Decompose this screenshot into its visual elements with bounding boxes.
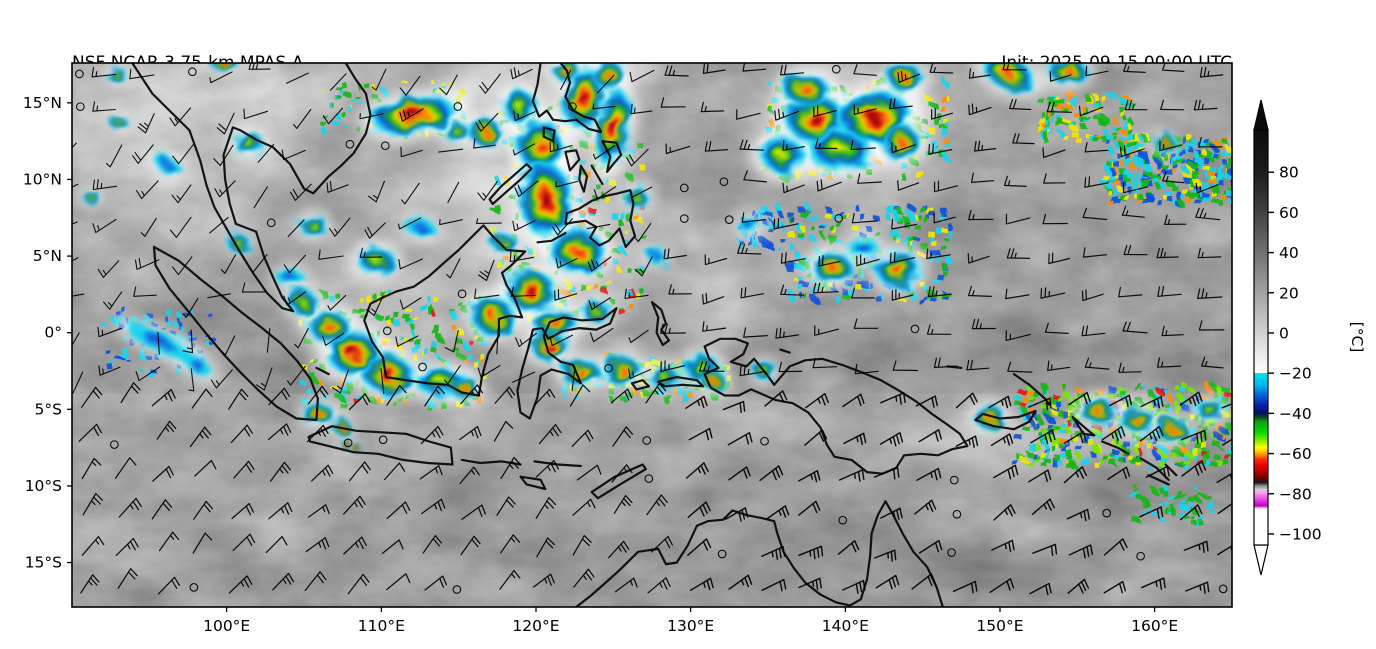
low-cloud-streaks: [72, 393, 1232, 607]
x-tick-label: 150°E: [976, 617, 1023, 635]
colorbar-arrow-bottom: [1253, 544, 1269, 576]
colorbar-tick-label: 80: [1279, 164, 1299, 182]
colorbar-tick-label: −60: [1279, 445, 1312, 463]
colorbar: 80 60 40 20 0 −20 −40 −60 −80 −100 [°C]: [1253, 99, 1366, 576]
y-tick-label: 10°N: [23, 170, 62, 188]
coastline-layer: [131, 63, 1178, 607]
colorbar-tick-label: 0: [1279, 324, 1289, 342]
colorbar-tick-label: −40: [1279, 405, 1312, 423]
colorbar-tick-label: 60: [1279, 204, 1299, 222]
wind-barb-layer: [72, 63, 1232, 596]
colorbar-tick-label: 40: [1279, 244, 1299, 262]
x-tick-label: 120°E: [512, 617, 559, 635]
y-tick-label: 0°: [44, 324, 62, 342]
y-tick-label: 5°N: [33, 247, 62, 265]
y-tick-label: 15°N: [23, 94, 62, 112]
plot-frame: [71, 62, 1233, 608]
x-tick-label: 110°E: [358, 617, 405, 635]
y-tick-label: 10°S: [25, 477, 62, 495]
axes-layer: 100°E 110°E 120°E 130°E 140°E 150°E 160°E 15°N 1…: [23, 94, 1178, 635]
colorbar-arrow-top: [1253, 99, 1269, 131]
y-tick-label: 15°S: [25, 554, 62, 572]
x-tick-label: 160°E: [1131, 617, 1178, 635]
x-tick-label: 130°E: [667, 617, 714, 635]
colorbar-tick-label: −20: [1279, 365, 1312, 383]
colorbar-gradient: [1253, 129, 1269, 546]
y-tick-label: 5°S: [35, 400, 62, 418]
deep-convection-layer: [82, 63, 1224, 453]
x-tick-label: 140°E: [822, 617, 869, 635]
x-tick-label: 100°E: [203, 617, 250, 635]
colorbar-tick-label: −80: [1279, 485, 1312, 503]
colorbar-tick-label: −100: [1279, 525, 1322, 543]
colorbar-unit-label: [°C]: [1348, 322, 1366, 353]
colorbar-tick-label: 20: [1279, 284, 1299, 302]
map-canvas: [72, 63, 1232, 607]
